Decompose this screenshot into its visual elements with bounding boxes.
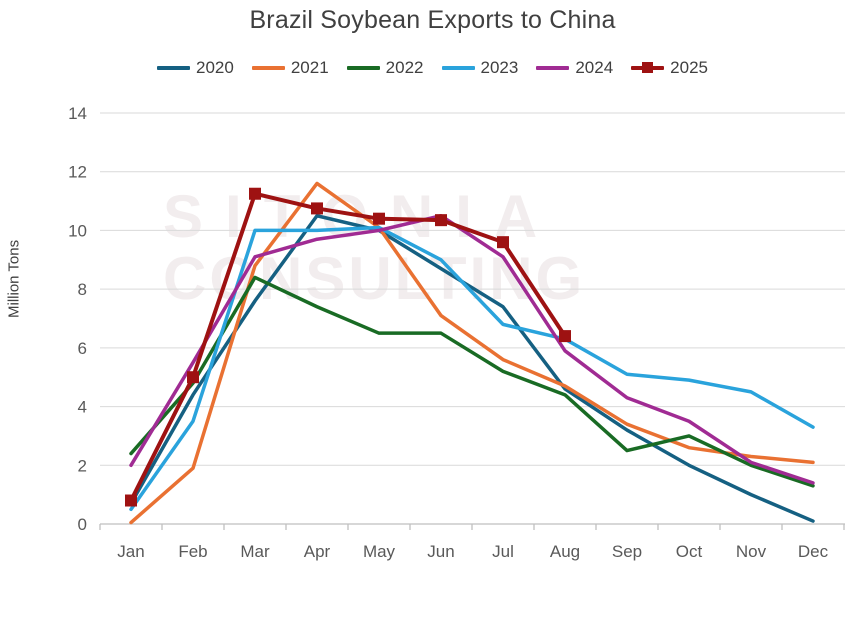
series-marker-2025 xyxy=(559,330,571,343)
y-tick-label: 12 xyxy=(68,163,87,182)
chart-title: Brazil Soybean Exports to China xyxy=(249,6,616,34)
legend-label: 2024 xyxy=(575,58,614,77)
legend-line-swatch xyxy=(157,66,191,70)
legend-square-marker xyxy=(642,62,654,73)
series-line-2020 xyxy=(129,214,815,523)
legend-label: 2022 xyxy=(385,58,424,77)
legend-item-2025: 2025 xyxy=(631,58,708,78)
series-line-2021 xyxy=(129,181,815,525)
x-tick-label: Jan xyxy=(117,542,144,561)
series-marker-2025 xyxy=(373,212,385,225)
x-tick-label: Nov xyxy=(736,542,767,561)
x-tick-label: Dec xyxy=(798,542,829,561)
legend-line-swatch xyxy=(631,62,665,73)
y-tick-label: 6 xyxy=(78,339,87,358)
x-tick-label: Jun xyxy=(427,542,454,561)
legend-item-2022: 2022 xyxy=(346,58,424,78)
legend-label: 2021 xyxy=(290,58,329,77)
series-marker-2025 xyxy=(311,202,323,215)
legend: 2020 2021 2022 2023 2024 2025 xyxy=(0,58,865,78)
x-tick-label: Sep xyxy=(612,542,642,561)
series-line-2024 xyxy=(129,214,815,485)
legend-item-2024: 2024 xyxy=(536,58,613,78)
x-tick-label: Feb xyxy=(178,542,207,561)
y-tick-label: 8 xyxy=(78,280,87,299)
legend-item-2021: 2021 xyxy=(251,58,329,78)
legend-item-2023: 2023 xyxy=(441,58,519,78)
x-tick-label: Oct xyxy=(676,542,703,561)
series-marker-2025 xyxy=(497,236,509,249)
legend-line-swatch xyxy=(441,66,475,70)
series-line-2025 xyxy=(129,191,567,503)
series-line-2023 xyxy=(129,225,815,512)
legend-label: 2023 xyxy=(480,58,519,77)
legend-line-swatch xyxy=(251,66,285,70)
y-axis-title: Million Tons xyxy=(5,239,23,318)
series-marker-2025 xyxy=(187,371,199,384)
y-tick-label: 0 xyxy=(78,515,87,534)
legend-label: 2020 xyxy=(196,58,234,77)
legend-line-swatch xyxy=(536,66,570,70)
legend-label: 2025 xyxy=(670,58,708,77)
y-tick-label: 4 xyxy=(78,398,87,417)
y-tick-label: 14 xyxy=(68,104,87,123)
legend-line-swatch xyxy=(346,66,380,70)
x-tick-label: May xyxy=(363,542,396,561)
series-marker-2025 xyxy=(435,214,447,227)
series-marker-2025 xyxy=(125,494,137,507)
x-tick-label: Aug xyxy=(550,542,580,561)
series-line-2022 xyxy=(129,275,815,488)
legend-item-2020: 2020 xyxy=(157,58,234,78)
x-tick-label: Mar xyxy=(240,542,270,561)
series-marker-2025 xyxy=(249,187,261,200)
y-tick-label: 2 xyxy=(78,456,87,475)
x-tick-label: Apr xyxy=(304,542,331,561)
y-tick-label: 10 xyxy=(68,221,87,240)
x-tick-label: Jul xyxy=(492,542,514,561)
